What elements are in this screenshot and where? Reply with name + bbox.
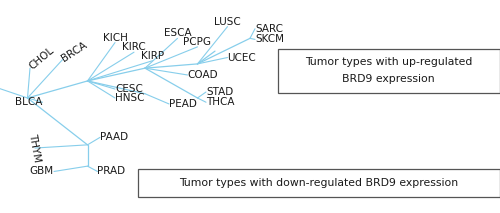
Text: PAAD: PAAD [100,132,128,142]
Text: COAD: COAD [188,70,218,80]
Text: PEAD: PEAD [169,99,197,109]
Text: UCEC: UCEC [228,53,256,62]
FancyBboxPatch shape [138,169,500,197]
Text: PCPG: PCPG [184,37,212,47]
Text: KICH: KICH [102,33,128,43]
Text: STAD: STAD [206,87,233,97]
Text: GBM: GBM [30,167,54,176]
Text: KIRC: KIRC [122,42,146,52]
Text: THCA: THCA [206,97,234,107]
Text: ESCA: ESCA [164,28,192,38]
Text: PRAD: PRAD [98,167,126,176]
Text: BLCA: BLCA [15,97,42,107]
Text: THYM: THYM [28,133,42,163]
Text: CHOL: CHOL [27,46,56,72]
Text: BRCA: BRCA [60,40,89,64]
Text: LUSC: LUSC [214,17,241,27]
Text: Tumor types with down-regulated BRD9 expression: Tumor types with down-regulated BRD9 exp… [179,178,458,188]
Text: BRD9 expression: BRD9 expression [342,74,435,84]
FancyBboxPatch shape [278,49,500,93]
Text: SKCM: SKCM [255,35,284,44]
Text: HNSC: HNSC [115,93,144,103]
Text: SARC: SARC [255,24,283,34]
Text: KIRP: KIRP [141,51,164,61]
Text: Tumor types with up-regulated: Tumor types with up-regulated [305,57,472,67]
Text: CESC: CESC [115,84,143,94]
